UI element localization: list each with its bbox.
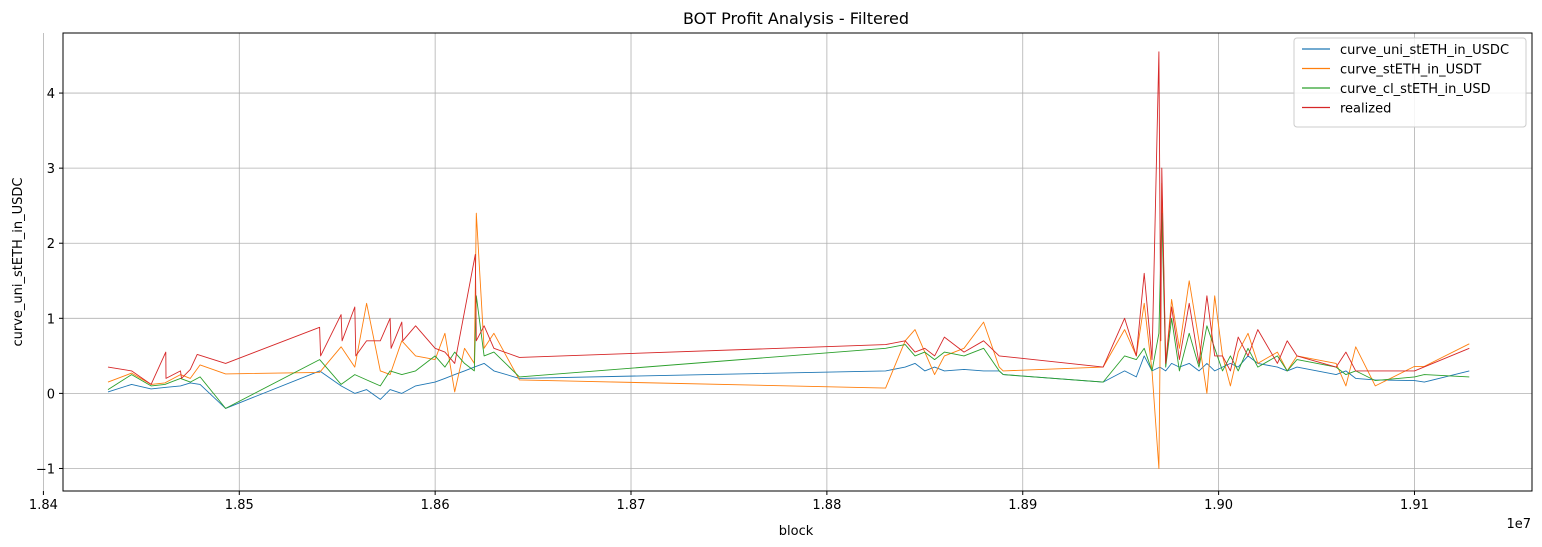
series-line-curve_stETH_in_USDT [107, 182, 1470, 469]
legend-label: curve_cl_stETH_in_USD [1340, 82, 1491, 97]
x-tick-label: 1.91 [1400, 498, 1429, 513]
chart-title: BOT Profit Analysis - Filtered [683, 9, 909, 28]
x-axis-ticks: 1.84 1.85 1.86 1.87 1.88 1.89 1.90 1.91 [29, 491, 1429, 513]
y-tick-label: 3 [47, 162, 55, 177]
series-line-curve_cl_stETH_in_USD [107, 212, 1470, 409]
legend-label: realized [1340, 102, 1391, 117]
series-lines [107, 51, 1470, 469]
y-tick-label: 1 [47, 312, 55, 327]
y-tick-label: 4 [47, 87, 55, 102]
legend-label: curve_stETH_in_USDT [1340, 63, 1481, 78]
y-tick-label: 0 [47, 387, 55, 402]
x-tick-label: 1.88 [812, 498, 841, 513]
legend: curve_uni_stETH_in_USDC curve_stETH_in_US… [1293, 37, 1527, 128]
series-line-realized [107, 51, 1470, 385]
legend-box [1293, 37, 1527, 128]
x-tick-label: 1.87 [617, 498, 646, 513]
x-tick-label: 1.90 [1204, 498, 1233, 513]
legend-label: curve_uni_stETH_in_USDC [1340, 43, 1509, 58]
x-tick-label: 1.85 [225, 498, 254, 513]
y-tick-label: −1 [36, 462, 55, 477]
x-tick-label: 1.86 [421, 498, 450, 513]
x-tick-label: 1.84 [29, 498, 58, 513]
x-axis-label: block [779, 524, 814, 539]
y-axis-ticks: −1 0 1 2 3 4 [36, 87, 63, 477]
series-line-curve_uni_stETH_in_USDC [107, 355, 1470, 409]
y-axis-label: curve_uni_stETH_in_USDC [11, 177, 26, 346]
x-axis-offset-label: 1e7 [1506, 517, 1531, 532]
plot-area-frame [62, 32, 1533, 492]
x-tick-label: 1.89 [1008, 498, 1037, 513]
y-tick-label: 2 [47, 237, 55, 252]
